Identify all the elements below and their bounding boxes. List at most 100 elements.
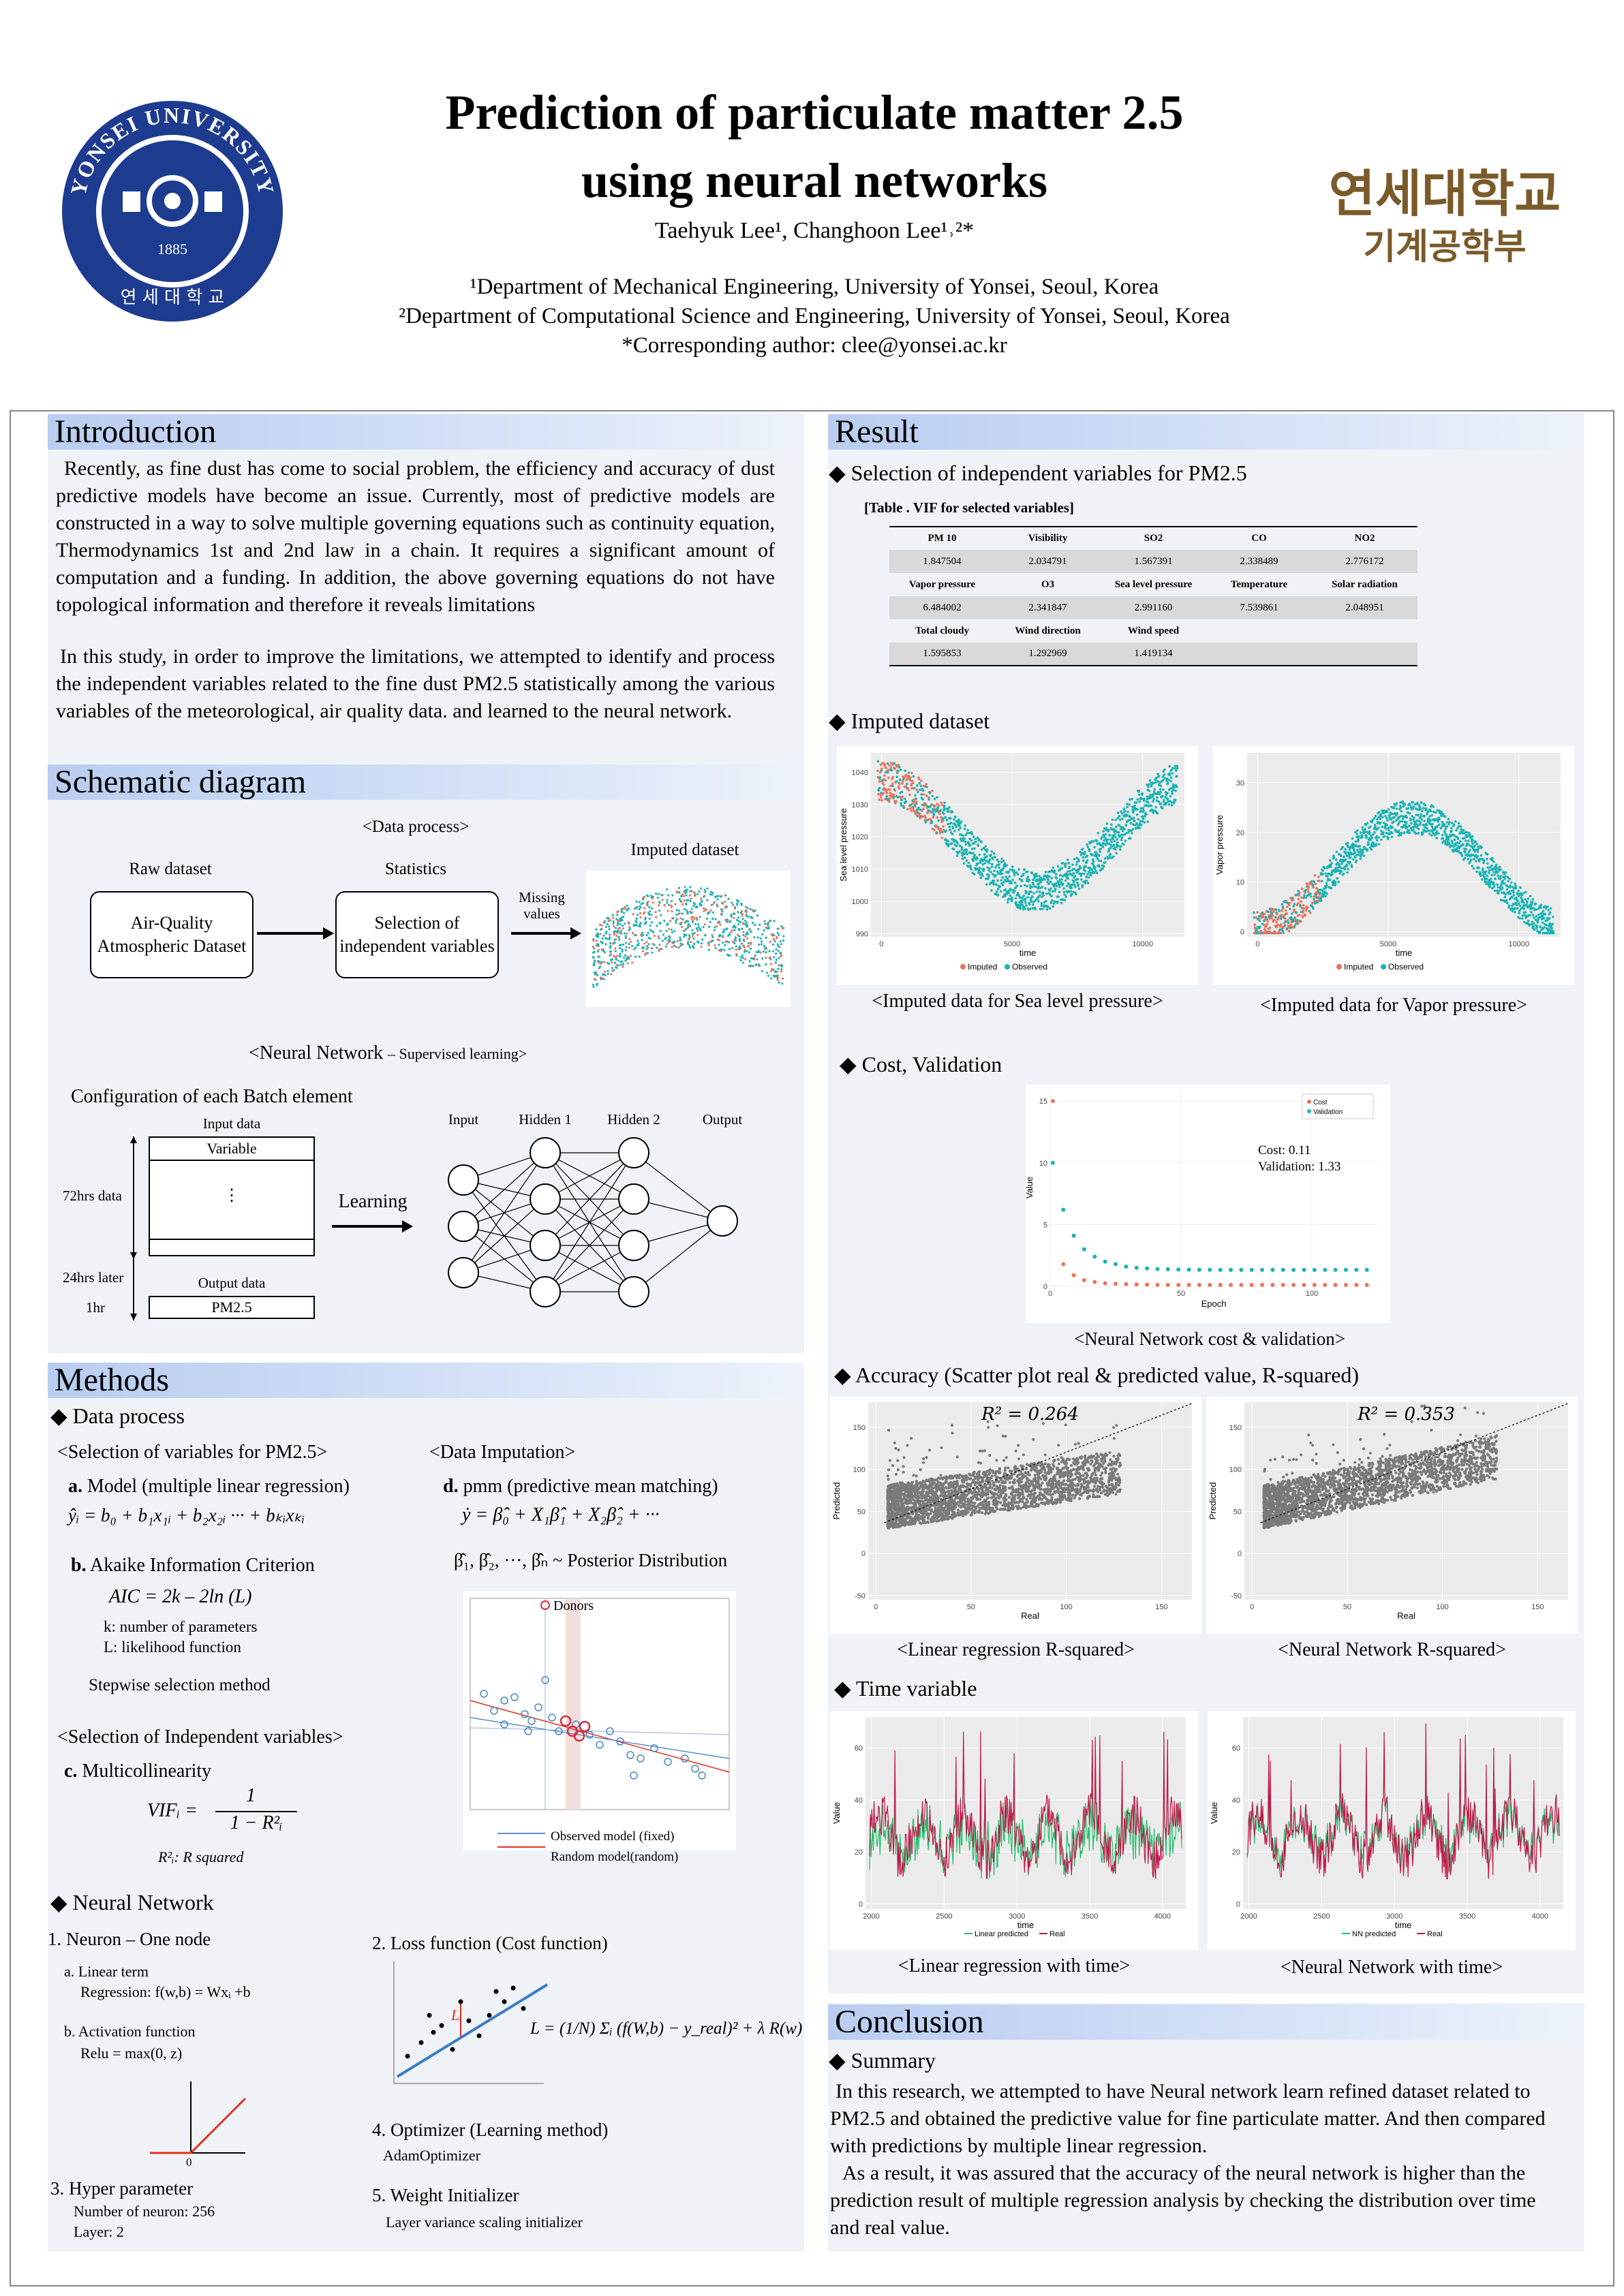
data-point — [1438, 823, 1441, 826]
data-point — [772, 950, 775, 952]
data-point — [1357, 854, 1360, 856]
data-point — [1292, 910, 1296, 913]
data-point — [1301, 916, 1304, 918]
data-point — [1332, 856, 1336, 859]
data-point — [977, 844, 980, 847]
data-point — [1507, 892, 1510, 895]
data-point — [912, 807, 915, 811]
data-point — [670, 904, 673, 907]
data-point — [685, 890, 688, 893]
data-point — [1165, 801, 1168, 805]
data-point — [680, 925, 684, 929]
intro-paragraph-2: In this study, in order to improve the l… — [56, 645, 775, 722]
data-point — [1314, 902, 1317, 905]
data-point — [1424, 804, 1427, 807]
data-point — [685, 928, 688, 931]
data-point — [1541, 914, 1544, 917]
data-point — [1334, 883, 1337, 886]
data-point — [629, 955, 632, 957]
data-point — [1293, 918, 1297, 920]
data-point — [919, 1468, 922, 1472]
data-point — [1021, 901, 1024, 904]
data-point — [720, 948, 724, 951]
data-point — [724, 940, 727, 944]
data-point — [915, 797, 918, 801]
arrow-1 — [257, 927, 334, 940]
data-point — [617, 927, 620, 930]
data-point — [673, 940, 676, 944]
pm25-box: PM2.5 — [149, 1296, 315, 1319]
data-point — [1095, 1452, 1099, 1456]
data-point — [999, 1508, 1002, 1511]
data-point — [739, 945, 741, 948]
data-point — [1503, 882, 1506, 885]
data-point — [1263, 912, 1266, 916]
data-point — [1121, 829, 1124, 833]
data-point — [680, 895, 683, 897]
data-point — [641, 931, 644, 934]
data-point — [634, 955, 637, 958]
data-point — [1319, 899, 1323, 902]
data-point — [924, 821, 928, 824]
data-point — [888, 788, 891, 792]
data-point — [966, 865, 970, 868]
data-point — [739, 912, 742, 914]
data-point — [1414, 821, 1417, 824]
data-point — [1127, 819, 1131, 822]
data-point — [1444, 842, 1447, 846]
data-point — [1118, 848, 1122, 851]
data-point — [1364, 831, 1367, 833]
data-point — [669, 940, 671, 943]
data-point — [626, 962, 629, 965]
optimizer-label: 4. Optimizer (Learning method) — [372, 2120, 609, 2140]
data-point — [1516, 907, 1519, 910]
data-point — [701, 900, 703, 903]
data-point — [1508, 890, 1511, 893]
relu-label: Relu = max(0, z) — [80, 2045, 183, 2062]
data-point — [1501, 880, 1504, 882]
data-point — [1514, 907, 1517, 910]
data-point — [1529, 895, 1532, 898]
data-point — [596, 935, 600, 938]
data-point — [1548, 913, 1550, 916]
data-point — [1435, 837, 1438, 839]
data-point — [1517, 889, 1520, 893]
data-point — [775, 959, 778, 961]
data-point — [1336, 861, 1339, 865]
data-point — [909, 803, 913, 807]
data-point — [962, 834, 964, 837]
data-point — [752, 965, 754, 967]
data-point — [1041, 891, 1045, 895]
data-point — [1401, 817, 1405, 820]
data-point — [1510, 895, 1514, 899]
data-point — [1409, 811, 1411, 815]
data-point — [1158, 783, 1161, 786]
data-point — [915, 801, 918, 803]
data-point — [607, 969, 609, 973]
data-point — [1159, 790, 1162, 794]
data-point — [991, 858, 994, 860]
data-point — [1029, 897, 1032, 899]
data-point — [703, 910, 705, 912]
data-point — [1163, 798, 1165, 801]
data-point — [773, 920, 776, 922]
data-point — [980, 1511, 984, 1515]
data-point — [1150, 805, 1153, 807]
data-point — [1072, 890, 1075, 894]
data-point — [1544, 907, 1548, 910]
data-point — [970, 868, 972, 871]
data-point — [626, 957, 628, 960]
data-point — [1253, 911, 1255, 914]
data-point — [930, 803, 933, 806]
data-point — [624, 949, 627, 952]
data-point — [1447, 818, 1450, 820]
data-point — [1086, 859, 1089, 862]
data-point — [595, 940, 598, 942]
data-point — [1307, 886, 1310, 889]
data-point — [1009, 888, 1012, 891]
missing-values-label: Missing values — [519, 889, 565, 922]
observed-point — [541, 1676, 549, 1684]
observed-point — [630, 1771, 638, 1780]
x-tick-label: 10000 — [1508, 940, 1529, 948]
data-point — [658, 909, 661, 912]
